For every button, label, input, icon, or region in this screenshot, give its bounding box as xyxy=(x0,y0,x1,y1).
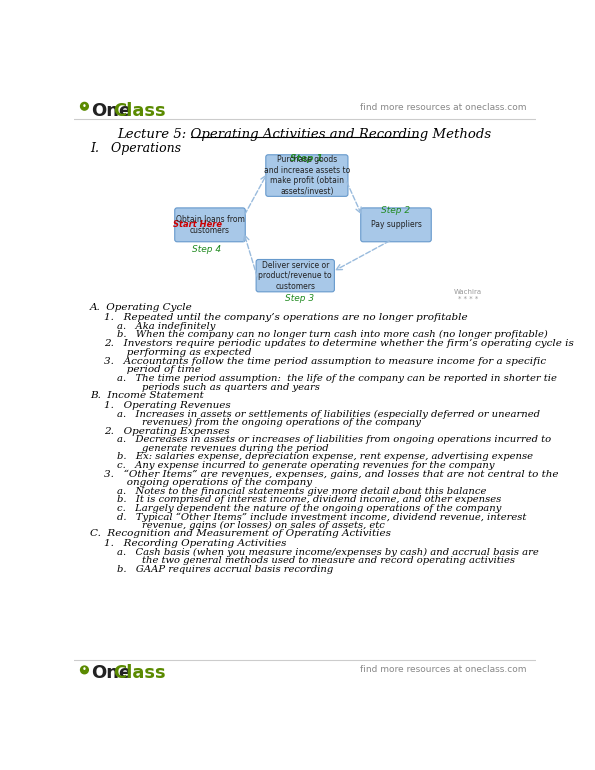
Text: 2.   Operating Expenses: 2. Operating Expenses xyxy=(104,427,230,436)
Text: C.  Recognition and Measurement of Operating Activities: C. Recognition and Measurement of Operat… xyxy=(90,530,391,538)
Text: c.   Largely dependent the nature of the ongoing operations of the company: c. Largely dependent the nature of the o… xyxy=(117,504,502,513)
Text: a.   The time period assumption:  the life of the company can be reported in sho: a. The time period assumption: the life … xyxy=(117,374,557,383)
Text: a.   Cash basis (when you measure income/expenses by cash) and accrual basis are: a. Cash basis (when you measure income/e… xyxy=(117,548,538,557)
Text: Obtain loans from
customers: Obtain loans from customers xyxy=(176,215,245,235)
Text: Wachira
* * * *: Wachira * * * * xyxy=(454,289,483,302)
Text: Purchase goods
and increase assets to
make profit (obtain
assets/invest): Purchase goods and increase assets to ma… xyxy=(264,156,350,196)
Text: 2.   Investors require periodic updates to determine whether the firm’s operatin: 2. Investors require periodic updates to… xyxy=(104,339,574,348)
Text: a.   Increases in assets or settlements of liabilities (especially deferred or u: a. Increases in assets or settlements of… xyxy=(117,410,540,419)
Text: a.   Aka indefinitely: a. Aka indefinitely xyxy=(117,322,215,331)
Text: 1.   Operating Revenues: 1. Operating Revenues xyxy=(104,400,231,410)
Text: b.   GAAP requires accrual basis recording: b. GAAP requires accrual basis recording xyxy=(117,564,333,574)
Text: I.   Operations: I. Operations xyxy=(90,142,181,155)
Text: •: • xyxy=(82,665,87,675)
Text: the two general methods used to measure and record operating activities: the two general methods used to measure … xyxy=(117,556,515,565)
Text: c.   Any expense incurred to generate operating revenues for the company: c. Any expense incurred to generate oper… xyxy=(117,460,494,470)
Circle shape xyxy=(80,102,88,110)
Text: generate revenues during the period: generate revenues during the period xyxy=(117,444,328,453)
Text: find more resources at oneclass.com: find more resources at oneclass.com xyxy=(360,665,526,675)
Text: performing as expected: performing as expected xyxy=(104,347,251,357)
Text: a.   Decreases in assets or increases of liabilities from ongoing operations inc: a. Decreases in assets or increases of l… xyxy=(117,435,551,444)
Text: revenues) from the ongoing operations of the company: revenues) from the ongoing operations of… xyxy=(117,418,421,427)
Text: Lecture 5: Operating Activities and Recording Methods: Lecture 5: Operating Activities and Reco… xyxy=(117,128,491,141)
Text: b.   Ex: salaries expense, depreciation expense, rent expense, advertising expen: b. Ex: salaries expense, depreciation ex… xyxy=(117,452,533,461)
Text: find more resources at oneclass.com: find more resources at oneclass.com xyxy=(360,103,526,112)
Text: b.   It is comprised of interest income, dividend income, and other expenses: b. It is comprised of interest income, d… xyxy=(117,496,501,504)
Text: Step 4: Step 4 xyxy=(192,245,221,254)
FancyBboxPatch shape xyxy=(361,208,431,242)
Text: period of time: period of time xyxy=(104,365,201,374)
Text: periods such as quarters and years: periods such as quarters and years xyxy=(117,383,320,392)
Text: 3.   “Other Items” are revenues, expenses, gains, and losses that are not centra: 3. “Other Items” are revenues, expenses,… xyxy=(104,469,558,479)
Text: Step 3: Step 3 xyxy=(284,294,314,303)
FancyBboxPatch shape xyxy=(266,155,348,196)
Text: Deliver service or
product/revenue to
customers: Deliver service or product/revenue to cu… xyxy=(258,261,332,290)
Circle shape xyxy=(80,666,88,674)
Text: •: • xyxy=(82,102,87,111)
FancyBboxPatch shape xyxy=(256,259,334,292)
Text: b.   When the company can no longer turn cash into more cash (no longer profitab: b. When the company can no longer turn c… xyxy=(117,330,548,340)
Text: d.   Typical “Other Items” include investment income, dividend revenue, interest: d. Typical “Other Items” include investm… xyxy=(117,513,527,522)
Text: One: One xyxy=(90,664,131,681)
Text: a.   Notes to the financial statements give more detail about this balance: a. Notes to the financial statements giv… xyxy=(117,487,486,496)
Text: 1.   Recording Operating Activities: 1. Recording Operating Activities xyxy=(104,539,286,548)
Text: 3.   Accountants follow the time period assumption to measure income for a speci: 3. Accountants follow the time period as… xyxy=(104,357,546,366)
Text: Step 2: Step 2 xyxy=(381,206,411,216)
Text: Class: Class xyxy=(113,664,166,681)
Text: Step 1: Step 1 xyxy=(290,154,323,163)
Text: A.  Operating Cycle: A. Operating Cycle xyxy=(90,303,193,313)
Text: One: One xyxy=(90,102,131,119)
Text: B.  Income Statement: B. Income Statement xyxy=(90,391,203,400)
Text: Pay suppliers: Pay suppliers xyxy=(371,220,421,229)
Text: revenue, gains (or losses) on sales of assets, etc: revenue, gains (or losses) on sales of a… xyxy=(117,521,385,530)
Text: ongoing operations of the company: ongoing operations of the company xyxy=(104,478,312,487)
Text: Start Here: Start Here xyxy=(173,220,222,229)
FancyBboxPatch shape xyxy=(175,208,245,242)
Text: Class: Class xyxy=(113,102,166,119)
Text: 1.   Repeated until the company’s operations are no longer profitable: 1. Repeated until the company’s operatio… xyxy=(104,313,468,322)
